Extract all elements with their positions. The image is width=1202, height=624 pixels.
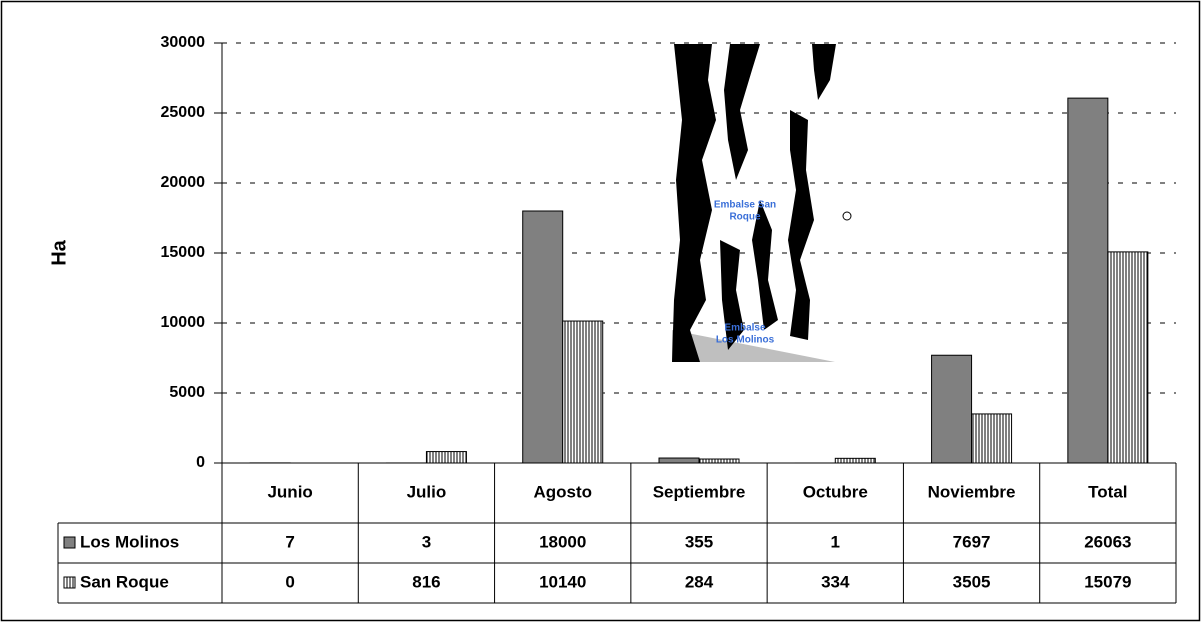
x-tick-label: Total — [1088, 482, 1127, 501]
y-axis-label: Ha — [48, 239, 70, 265]
table-value: 10140 — [539, 572, 586, 591]
bar — [522, 210, 564, 464]
x-tick-label: Septiembre — [653, 482, 746, 501]
annotation: Embalse — [724, 323, 766, 334]
table-value: 355 — [685, 532, 713, 551]
table-value: 816 — [412, 572, 440, 591]
legend-swatch — [63, 576, 76, 589]
annotation: Embalse San — [714, 200, 776, 211]
x-tick-label: Octubre — [803, 482, 868, 501]
legend-swatch — [63, 536, 76, 549]
y-tick-label: 15000 — [161, 244, 206, 261]
y-tick-label: 5000 — [169, 384, 205, 401]
bar — [1107, 251, 1149, 464]
table-value: 7697 — [953, 532, 991, 551]
y-tick-label: 10000 — [161, 314, 206, 331]
y-tick-label: 0 — [196, 454, 205, 471]
table-value: 284 — [685, 572, 714, 591]
bar — [1067, 97, 1109, 464]
y-tick-label: 25000 — [161, 104, 206, 121]
x-tick-label: Junio — [267, 482, 312, 501]
bar — [698, 458, 740, 464]
annotation: Roque — [729, 212, 761, 223]
marker-circle — [842, 211, 852, 221]
table-value: 18000 — [539, 532, 586, 551]
table-value: 15079 — [1084, 572, 1131, 591]
table-value: 3 — [422, 532, 431, 551]
bar — [834, 457, 876, 464]
bar — [971, 413, 1013, 464]
table-value: 26063 — [1084, 532, 1131, 551]
bar — [658, 457, 700, 464]
bar — [562, 320, 604, 464]
table-value: 3505 — [953, 572, 991, 591]
table-value: 0 — [285, 572, 294, 591]
x-tick-label: Agosto — [533, 482, 592, 501]
y-tick-label: 30000 — [161, 34, 206, 51]
bar — [931, 354, 973, 464]
legend-label: San Roque — [80, 572, 169, 591]
y-tick-label: 20000 — [161, 174, 206, 191]
table-value: 7 — [285, 532, 294, 551]
table-value: 1 — [831, 532, 840, 551]
x-tick-label: Julio — [407, 482, 447, 501]
table-value: 334 — [821, 572, 850, 591]
legend-label: Los Molinos — [80, 532, 179, 551]
annotation: Los Molinos — [716, 335, 775, 346]
satellite-inset — [672, 44, 836, 362]
x-tick-label: Noviembre — [928, 482, 1016, 501]
bar — [425, 451, 467, 464]
